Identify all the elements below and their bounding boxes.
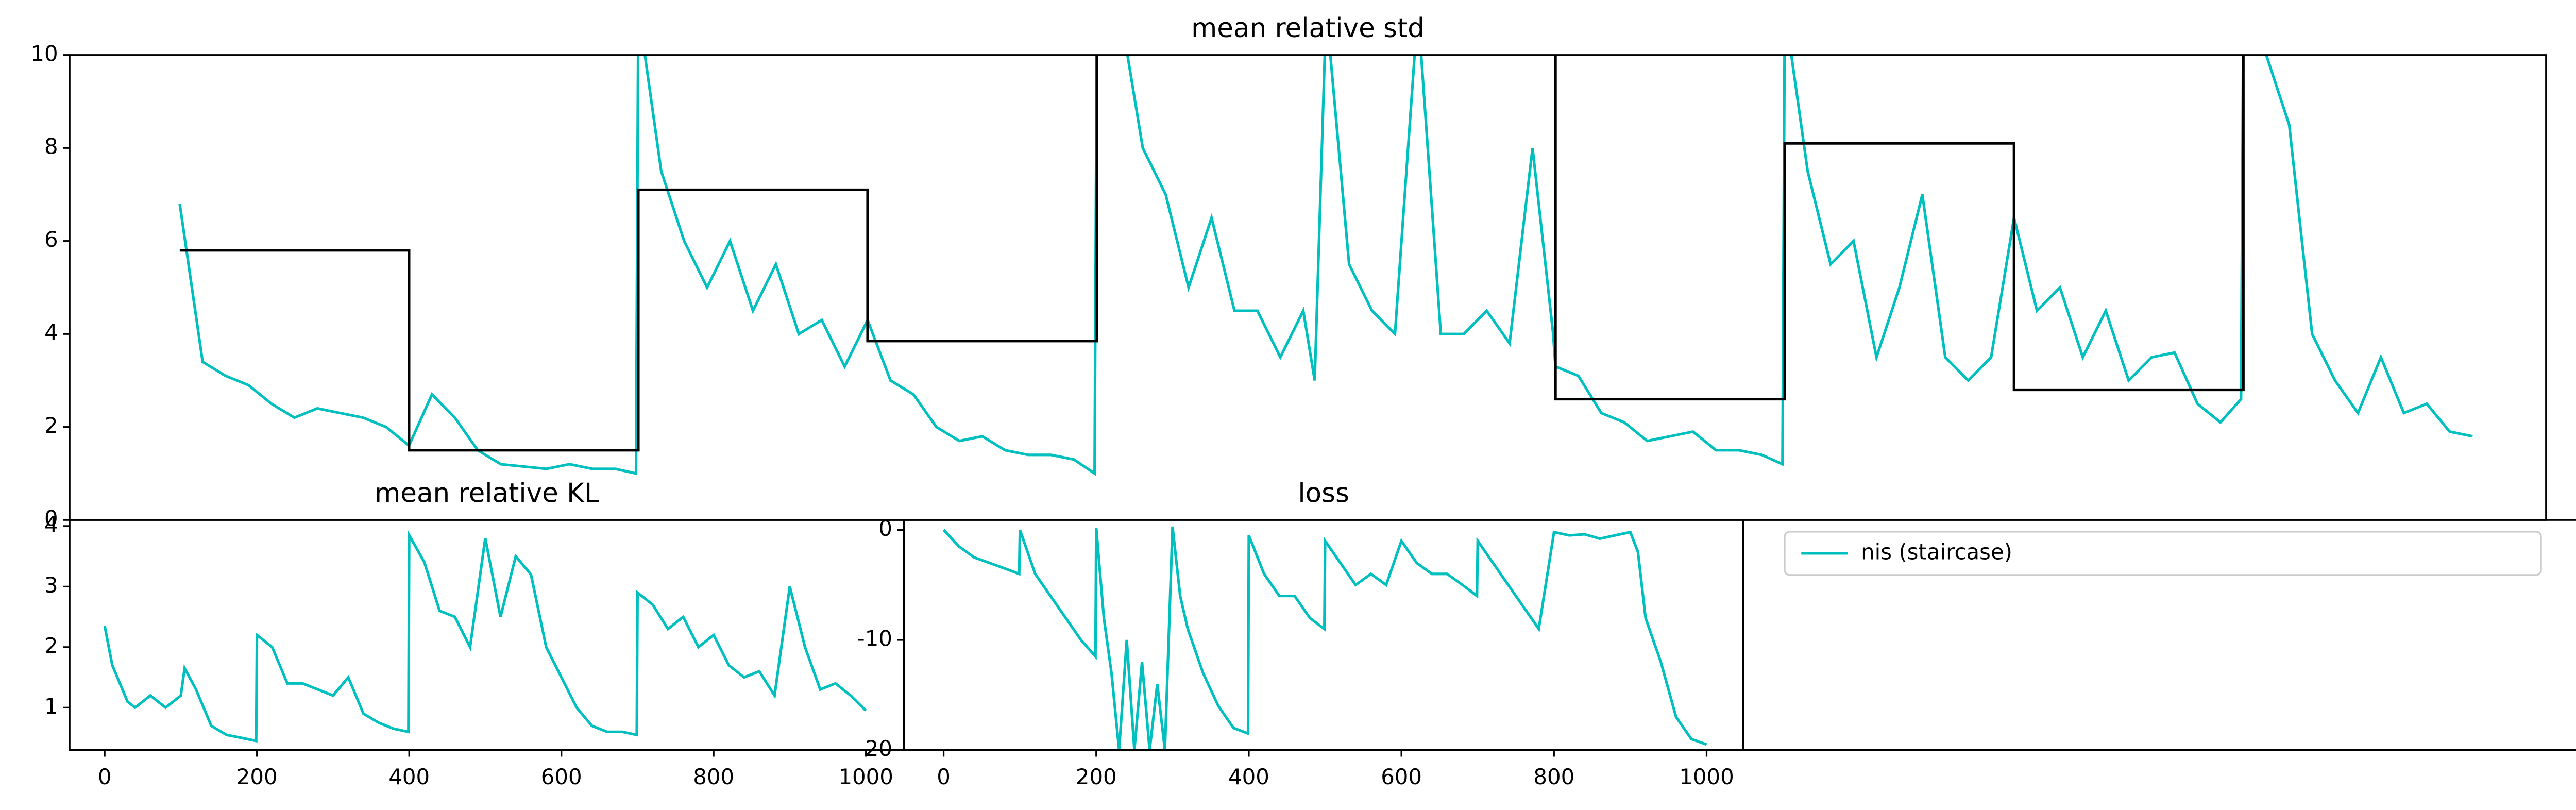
y-tick-label: 0 <box>878 516 892 541</box>
legend-box <box>1784 531 2542 576</box>
y-tick-label: 10 <box>30 41 58 66</box>
x-tick-label: 400 <box>1228 764 1269 789</box>
axes-frame <box>903 519 1744 751</box>
series-line <box>179 55 2245 452</box>
x-tick-label: 800 <box>1533 764 1574 789</box>
x-tick-label: 600 <box>541 764 582 789</box>
chart-title: mean relative KL <box>375 478 599 509</box>
y-tick-label: 2 <box>44 413 58 438</box>
y-tick-label: 8 <box>44 134 58 159</box>
x-tick-label: 600 <box>1381 764 1422 789</box>
y-tick-label: 0 <box>44 506 58 531</box>
chart-title: mean relative std <box>1191 13 1425 44</box>
x-tick-label: 1000 <box>838 764 893 789</box>
x-tick-label: 200 <box>236 764 278 789</box>
y-tick-label: -20 <box>857 736 892 761</box>
y-tick-label: 6 <box>44 227 58 252</box>
chart-title: loss <box>1298 478 1349 509</box>
series-line <box>942 526 1707 750</box>
legend-label: nis (staircase) <box>1861 539 2012 564</box>
y-tick-label: 4 <box>44 320 58 345</box>
y-tick-label: 1 <box>44 694 58 719</box>
x-tick-label: 0 <box>98 764 112 789</box>
y-tick-label: 2 <box>44 633 58 658</box>
series-line <box>103 530 867 743</box>
axes-frame <box>69 519 905 751</box>
x-tick-label: 200 <box>1076 764 1117 789</box>
x-tick-label: 1000 <box>1679 764 1734 789</box>
x-tick-label: 0 <box>937 764 951 789</box>
y-tick-label: 4 <box>44 512 58 537</box>
y-tick-label: -10 <box>857 626 892 651</box>
x-tick-label: 800 <box>693 764 734 789</box>
y-tick-label: 3 <box>44 572 58 598</box>
series-line <box>178 55 2473 476</box>
x-tick-label: 400 <box>388 764 430 789</box>
